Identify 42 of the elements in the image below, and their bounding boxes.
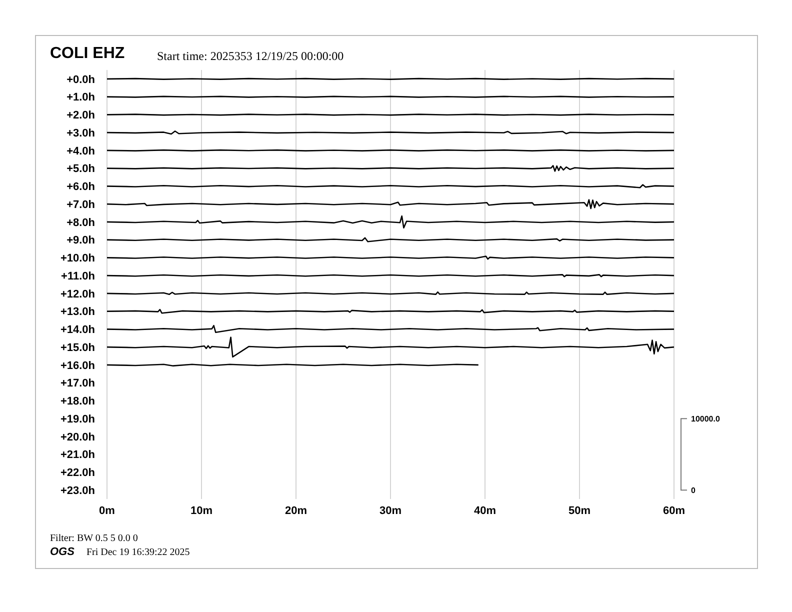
y-tick-label: +17.0h: [60, 378, 96, 390]
y-tick-label: +2.0h: [66, 110, 96, 122]
x-tick-label: 0m: [99, 504, 116, 517]
chart-subtitle: Start time: 2025353 12/19/25 00:00:00: [157, 49, 344, 63]
y-tick-label: +0.0h: [66, 74, 96, 86]
y-tick-label: +14.0h: [60, 324, 96, 336]
y-tick-label: +10.0h: [60, 252, 96, 265]
y2-tick-label: 10000.0: [691, 414, 720, 424]
y-tick-label: +13.0h: [60, 306, 96, 318]
text: Filter: BW 0.5 5 0.0 0: [50, 533, 138, 544]
line-series: [107, 336, 674, 358]
y-tick-label: +23.0h: [60, 484, 96, 497]
y2-tick-label: 0: [691, 486, 696, 495]
x-tick-label: 30m: [379, 504, 402, 517]
text: OGS: [50, 546, 74, 558]
chart-title: COLI EHZ: [50, 45, 125, 62]
y-tick-label: +11.0h: [61, 270, 96, 282]
y-tick-label: +18.0h: [60, 396, 96, 408]
y-tick-label: +5.0h: [66, 163, 96, 176]
y-tick-label: +20.0h: [60, 431, 96, 444]
y-tick-label: +8.0h: [66, 216, 96, 229]
line-series: [107, 215, 674, 228]
y-tick-label: +15.0h: [60, 342, 96, 354]
y-tick-label: +16.0h: [60, 360, 96, 372]
x-tick-label: 40m: [474, 504, 496, 517]
line-series: [107, 199, 674, 210]
y-tick-label: +22.0h: [60, 467, 96, 480]
x-tick-label: 50m: [568, 504, 591, 517]
line-series: [107, 324, 674, 334]
y-tick-label: +21.0h: [60, 449, 96, 462]
x-tick-label: 60m: [662, 504, 686, 517]
y-tick-label: +19.0h: [60, 413, 96, 426]
y-tick-label: +1.0h: [66, 92, 96, 104]
y-tick-label: +3.0h: [66, 127, 96, 140]
x-tick-label: 10m: [190, 504, 213, 517]
y-tick-label: +4.0h: [66, 145, 96, 158]
y-tick-label: +6.0h: [66, 181, 96, 194]
x-tick-label: 20m: [284, 504, 308, 517]
text: Fri Dec 19 16:39:22 2025: [86, 547, 190, 558]
y-tick-label: +9.0h: [66, 234, 96, 247]
y-tick-label: +7.0h: [66, 198, 96, 211]
y-tick-label: +12.0h: [60, 288, 96, 300]
